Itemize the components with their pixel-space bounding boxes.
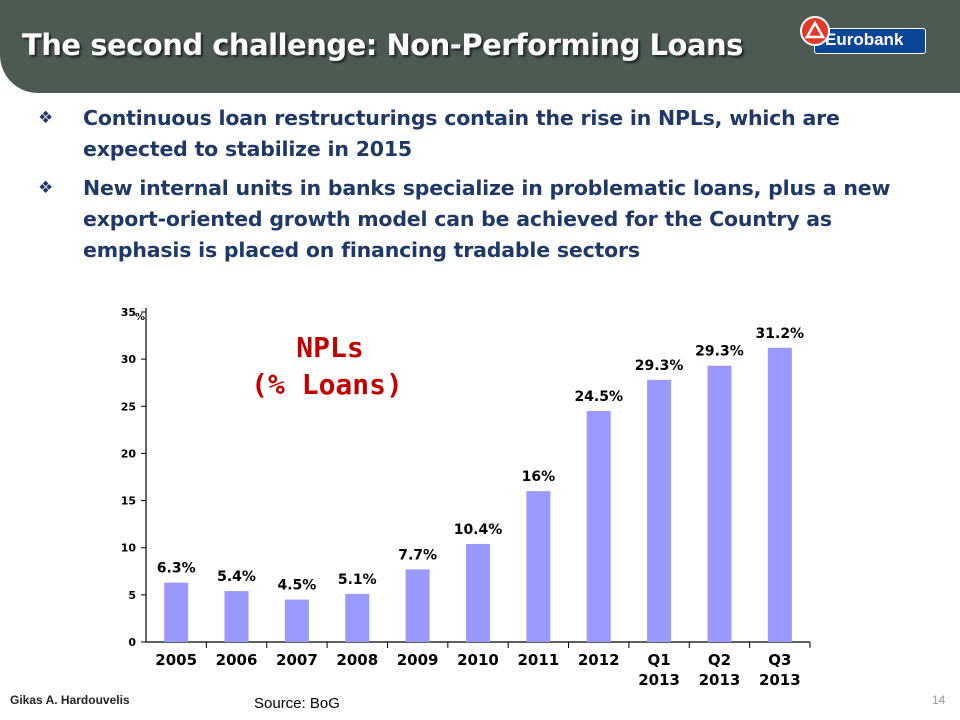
npl-bar [224, 591, 249, 642]
bar-data-label: 10.4% [454, 522, 503, 538]
diamond-bullet-icon: ❖ [38, 108, 54, 128]
y-tick-label: 30 [121, 353, 137, 366]
x-category-label: 2009 [397, 651, 439, 669]
npl-bar-chart: 0 5 10 15 20 25 30 35 % 6.3% 2005 5.4% 2006 4.5% 2007 5… [121, 306, 811, 689]
eurobank-logo: Eurobank [800, 16, 926, 56]
npl-bar [647, 379, 672, 642]
bullet-item: ❖ New internal units in banks specialize… [38, 173, 938, 266]
y-tick-label: 5 [128, 589, 136, 602]
npl-bar [345, 593, 370, 642]
bar-data-label: 24.5% [574, 389, 623, 405]
x-category-label: 2013 [699, 671, 741, 689]
logo-text: Eurobank [825, 30, 904, 49]
y-unit-label: % [135, 312, 145, 323]
x-category-label: 2007 [276, 651, 318, 669]
y-tick-label: 10 [121, 542, 137, 555]
x-category-label: 2011 [517, 651, 559, 669]
npl-bar [284, 599, 309, 642]
npl-bar [466, 543, 490, 642]
bar-data-label: 31.2% [756, 326, 805, 342]
npl-bar [164, 582, 189, 642]
bar-data-label: 29.3% [635, 358, 684, 374]
bar-data-label: 29.3% [695, 344, 744, 360]
bullet-item: ❖ Continuous loan restructurings contain… [38, 103, 938, 165]
bar-data-label: 6.3% [157, 561, 196, 577]
npl-bar [767, 347, 792, 642]
x-category-label: 2005 [155, 651, 197, 669]
bullet-text: Continuous loan restructurings contain t… [83, 106, 840, 161]
x-category-label: Q2 [708, 651, 731, 669]
y-tick-label: 25 [121, 400, 136, 413]
header-band [0, 0, 960, 93]
page-number: 14 [932, 693, 946, 707]
npl-bar [526, 491, 551, 642]
chart-title: NPLs [296, 331, 363, 364]
footer-source: Source: BoG [254, 695, 340, 712]
footer-author: Gikas A. Hardouvelis [10, 693, 130, 707]
logo-triangle-icon [804, 20, 826, 39]
diamond-bullet-icon: ❖ [38, 178, 54, 198]
logo-badge: Eurobank [814, 28, 926, 54]
logo-mark-icon [800, 16, 830, 46]
y-tick-label: 15 [121, 495, 136, 508]
npl-bar [586, 411, 611, 642]
y-tick-label: 35 [121, 306, 136, 319]
y-tick-label: 0 [128, 636, 136, 649]
x-category-label: 2008 [336, 651, 378, 669]
slide-title: The second challenge: Non-Performing Loa… [22, 28, 743, 62]
x-category-label: 2006 [216, 651, 258, 669]
bar-data-label: 4.5% [277, 578, 316, 594]
bullet-text: New internal units in banks specialize i… [83, 176, 891, 262]
x-category-label: 2010 [457, 651, 499, 669]
x-category-label: 2013 [638, 671, 680, 689]
chart-subtitle: (% Loans) [251, 368, 403, 401]
bar-data-label: 5.1% [338, 572, 377, 588]
bar-data-label: 16% [522, 469, 556, 485]
bar-data-label: 7.7% [398, 547, 437, 563]
npl-bar [707, 365, 732, 642]
npl-bar [405, 569, 430, 642]
bullet-list: ❖ Continuous loan restructurings contain… [38, 103, 938, 274]
x-category-label: Q3 [768, 651, 791, 669]
x-category-label: 2013 [759, 671, 801, 689]
y-tick-label: 20 [121, 447, 137, 460]
x-category-label: Q1 [647, 651, 670, 669]
bar-data-label: 5.4% [217, 569, 256, 585]
x-category-label: 2012 [578, 651, 620, 669]
